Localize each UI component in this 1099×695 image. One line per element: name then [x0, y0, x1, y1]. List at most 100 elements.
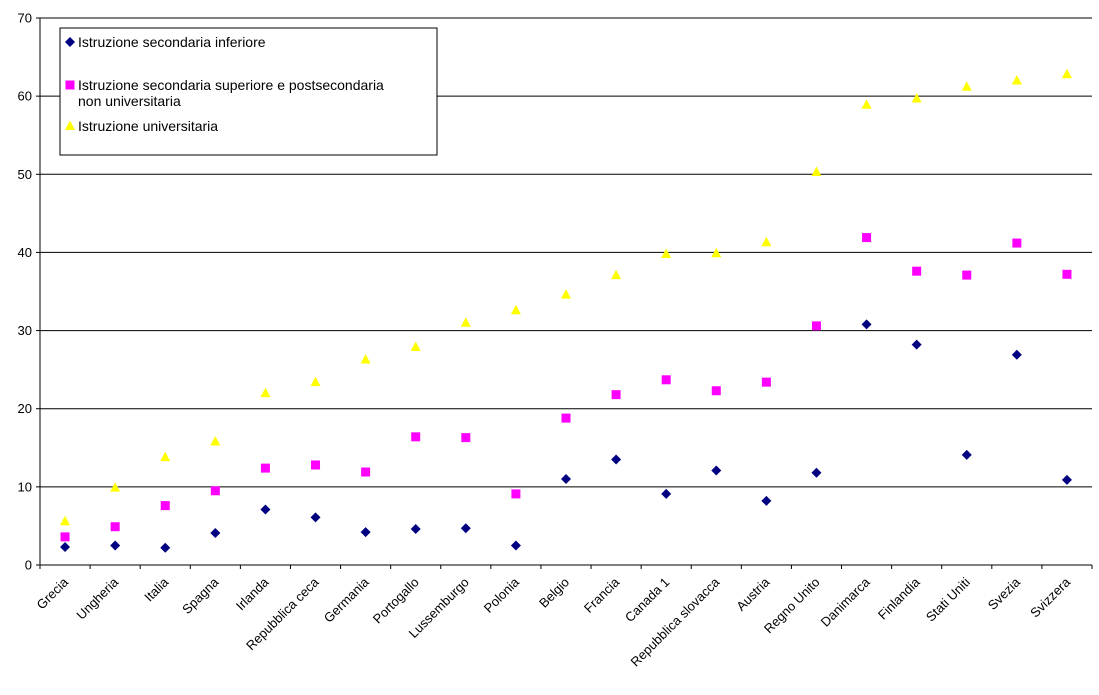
data-point-diamond — [611, 454, 622, 465]
y-tick-label: 50 — [18, 167, 32, 182]
x-tick-label: Stati Uniti — [923, 574, 973, 624]
x-tick-label: Svizzera — [1027, 574, 1073, 620]
x-tick-label: Ungheria — [73, 574, 121, 622]
data-point-triangle — [410, 341, 421, 351]
data-point-triangle — [661, 248, 672, 258]
data-point-diamond — [561, 474, 571, 485]
data-point-diamond — [1061, 474, 1072, 485]
data-point-triangle — [961, 81, 972, 91]
data-point-triangle — [611, 269, 622, 280]
data-point-square — [561, 413, 571, 423]
data-point-diamond — [460, 523, 471, 534]
x-tick-label: Svezia — [985, 574, 1024, 613]
legend-marker-square — [65, 80, 75, 90]
y-tick-label: 10 — [18, 479, 32, 494]
data-point-triangle — [310, 376, 321, 387]
y-tick-label: 60 — [18, 89, 32, 104]
x-tick-label: Germania — [321, 574, 373, 626]
data-point-diamond — [360, 527, 371, 538]
data-point-square — [110, 522, 120, 532]
data-point-diamond — [60, 542, 71, 553]
data-point-square — [912, 266, 922, 276]
data-point-diamond — [110, 540, 121, 551]
legend-marker-diamond — [65, 37, 75, 47]
data-point-diamond — [1011, 349, 1022, 360]
x-tick-label: Portogallo — [370, 575, 422, 627]
data-point-diamond — [160, 542, 171, 553]
x-tick-label: Repubblica slovacca — [627, 574, 722, 669]
x-tick-label: Irlanda — [233, 574, 272, 613]
y-tick-label: 30 — [18, 323, 32, 338]
data-point-triangle — [761, 236, 772, 247]
data-point-square — [361, 467, 371, 477]
data-point-diamond — [260, 504, 271, 515]
data-point-square — [511, 489, 521, 499]
data-point-square — [711, 386, 721, 396]
data-point-triangle — [160, 451, 171, 462]
x-tick-label: Canada 1 — [622, 575, 672, 625]
axes — [36, 17, 1093, 569]
data-point-triangle — [1061, 68, 1072, 79]
x-tick-label: Finlandia — [875, 574, 923, 622]
data-point-triangle — [861, 99, 872, 109]
data-point-square — [160, 501, 170, 511]
data-point-triangle — [60, 515, 71, 526]
data-point-diamond — [410, 524, 421, 535]
data-point-square — [661, 375, 671, 385]
data-points — [60, 68, 1072, 553]
data-point-triangle — [260, 387, 271, 398]
data-point-triangle — [510, 304, 521, 315]
data-point-diamond — [210, 527, 221, 538]
legend: Istruzione secondaria inferiore Istruzion… — [59, 27, 438, 156]
y-tick-label: 70 — [18, 11, 32, 26]
data-point-diamond — [961, 449, 972, 460]
data-point-triangle — [1011, 75, 1022, 85]
data-point-square — [60, 532, 70, 542]
x-tick-labels: Grecia Ungheria Italia Spagna Irlanda Repubbl… — [33, 574, 1073, 669]
data-point-diamond — [510, 540, 521, 551]
data-point-square — [811, 321, 821, 331]
data-point-triangle — [711, 247, 722, 258]
x-tick-label: Spagna — [179, 574, 222, 617]
legend-label: Istruzione secondaria superiore e postse… — [78, 77, 384, 109]
data-point-square — [761, 377, 771, 387]
y-tick-label: 40 — [18, 245, 32, 260]
data-point-diamond — [811, 467, 822, 478]
data-point-triangle — [911, 92, 922, 103]
data-point-triangle — [460, 317, 471, 327]
data-point-square — [1062, 269, 1072, 279]
x-tick-label: Italia — [141, 574, 172, 605]
data-point-diamond — [911, 339, 922, 350]
data-point-square — [1012, 238, 1022, 248]
legend-box — [59, 27, 438, 156]
data-point-diamond — [310, 512, 321, 523]
data-point-square — [311, 460, 321, 470]
data-point-square — [962, 270, 972, 280]
data-point-square — [260, 463, 270, 473]
data-point-triangle — [561, 289, 571, 299]
data-point-diamond — [711, 465, 722, 476]
y-tick-labels: 0 10 20 30 40 50 60 70 — [18, 11, 32, 573]
data-point-square — [611, 390, 621, 400]
x-tick-label: Grecia — [33, 574, 71, 612]
data-point-diamond — [761, 495, 772, 506]
data-point-diamond — [661, 488, 672, 499]
x-tick-label: Polonia — [481, 574, 523, 616]
legend-marker-triangle — [65, 120, 75, 130]
y-tick-label: 0 — [25, 558, 32, 573]
x-tick-label: Austria — [733, 574, 773, 614]
data-point-square — [461, 433, 471, 443]
data-point-square — [210, 486, 220, 496]
data-point-diamond — [861, 319, 872, 330]
x-tick-label: Belgio — [536, 575, 572, 611]
data-point-square — [411, 432, 421, 442]
data-point-square — [862, 233, 872, 243]
legend-label: Istruzione universitaria — [78, 118, 218, 134]
x-tick-label: Danimarca — [818, 574, 874, 630]
data-point-triangle — [110, 482, 121, 492]
data-point-triangle — [811, 166, 822, 176]
legend-label: Istruzione secondaria inferiore — [78, 34, 266, 50]
x-tick-label: Francia — [581, 574, 623, 616]
data-point-triangle — [360, 353, 371, 364]
